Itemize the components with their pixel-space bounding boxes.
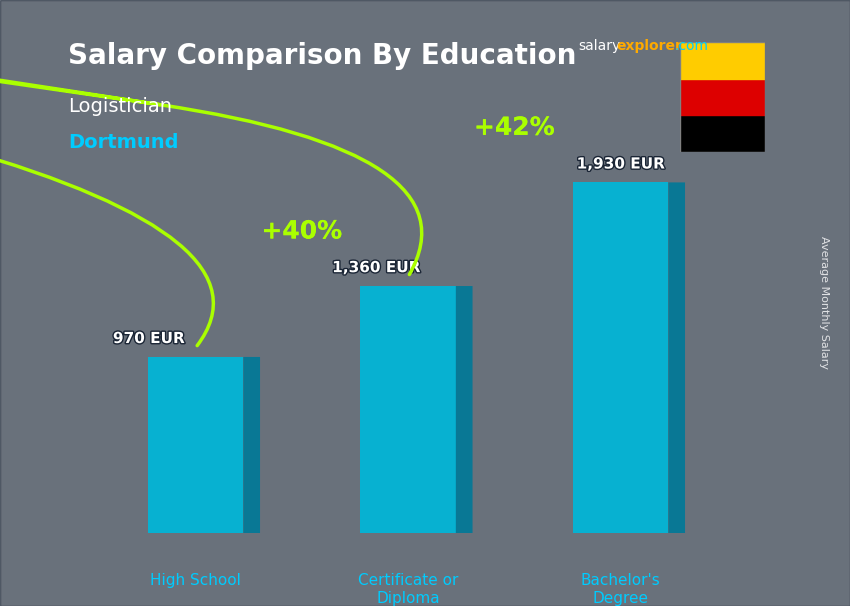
Text: 970 EUR: 970 EUR (113, 331, 184, 346)
Text: salary: salary (578, 39, 620, 53)
Polygon shape (148, 357, 243, 533)
Text: Certificate or
Diploma: Certificate or Diploma (358, 573, 458, 605)
Text: Bachelor's
Degree: Bachelor's Degree (581, 573, 660, 605)
Polygon shape (360, 286, 456, 533)
Bar (680, 79, 765, 115)
Text: High School: High School (150, 573, 241, 588)
Text: Average Monthly Salary: Average Monthly Salary (819, 236, 829, 370)
Text: Logistician: Logistician (68, 97, 172, 116)
Text: Dortmund: Dortmund (68, 133, 178, 152)
Bar (680, 42, 765, 79)
Bar (680, 115, 765, 152)
Text: 1,360 EUR: 1,360 EUR (332, 260, 420, 275)
Polygon shape (456, 286, 473, 533)
Text: +42%: +42% (474, 116, 554, 140)
Text: Salary Comparison By Education: Salary Comparison By Education (68, 42, 576, 70)
Text: +40%: +40% (262, 219, 342, 244)
Text: explorer: explorer (616, 39, 682, 53)
Polygon shape (668, 182, 685, 533)
Text: .com: .com (674, 39, 708, 53)
Text: 1,930 EUR: 1,930 EUR (576, 156, 665, 171)
Polygon shape (243, 357, 260, 533)
Polygon shape (573, 182, 668, 533)
